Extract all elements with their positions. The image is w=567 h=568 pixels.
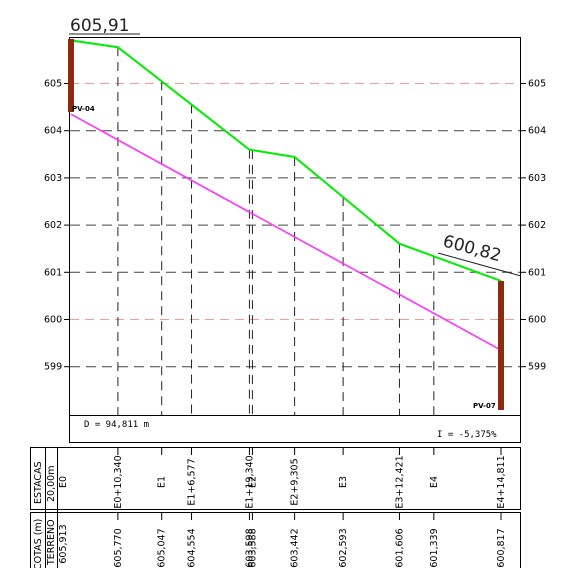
tick-label-right-604: 604 xyxy=(528,126,546,137)
station-elev-group-5: 603,588 xyxy=(247,528,258,567)
tick-label-right-602: 602 xyxy=(528,220,546,231)
estacas-header: ESTACAS xyxy=(33,461,44,504)
terrain-point-3 xyxy=(190,103,193,106)
end-elevation-label: 600,82 xyxy=(441,232,504,267)
tick-label-left-601: 601 xyxy=(44,267,62,278)
station-name-3: E1+6,577 xyxy=(187,458,198,505)
tick-label-left-604: 604 xyxy=(44,126,62,137)
station-elev-group-2: 605,047 xyxy=(157,528,168,567)
terrain-point-2 xyxy=(160,80,163,83)
profile-frame xyxy=(69,37,521,443)
station-name-group-10: E4+14,811 xyxy=(496,455,507,508)
station-elev-0: 605,913 xyxy=(58,524,69,563)
profile-series xyxy=(70,39,502,351)
station-name-group-2: E1 xyxy=(157,476,168,488)
terrain-point-6 xyxy=(293,156,296,158)
terrain-point-7 xyxy=(342,196,344,198)
station-name-group-7: E3 xyxy=(338,476,349,488)
station-name-0: E0 xyxy=(58,476,69,488)
station-name-8: E3+12,421 xyxy=(394,455,405,508)
terrain-line xyxy=(70,39,502,282)
start-elevation-label: 605,91 xyxy=(70,16,129,36)
tick-label-left-599: 599 xyxy=(44,362,62,373)
station-name-group-0: E0 xyxy=(58,476,69,488)
slope-label: I = -5,375% xyxy=(437,430,497,440)
table-cotas-box xyxy=(30,512,521,568)
terreno-header: TERRENO xyxy=(46,519,57,566)
elevation-ticks-left: 605 604 603 602 601 600 599 xyxy=(44,79,70,373)
elevation-ticks-right: 605 604 603 602 601 600 599 xyxy=(520,79,546,373)
station-elev-group-6: 603,442 xyxy=(290,528,301,567)
station-elev-group-10: 600,817 xyxy=(496,528,507,567)
tick-label-left-602: 602 xyxy=(44,220,62,231)
station-elev-group-4: 603,598 xyxy=(244,528,255,567)
station-name-1: E0+10,340 xyxy=(113,455,124,508)
station-elev-group-8: 601,606 xyxy=(394,528,405,567)
station-elev-1: 605,770 xyxy=(113,528,124,567)
station-name-6: E2+9,305 xyxy=(290,458,301,505)
station-elev-group-9: 601,339 xyxy=(429,528,440,567)
terrain-point-1 xyxy=(117,46,119,48)
estacas-spacing: 20,00m xyxy=(46,466,57,502)
station-elev-group-7: 602,593 xyxy=(338,528,349,567)
grade-line xyxy=(70,113,502,351)
end-elevation-leader xyxy=(437,252,522,277)
station-elev-group-1: 605,770 xyxy=(113,528,124,567)
distance-label: D = 94,811 m xyxy=(84,420,149,430)
tick-label-left-600: 600 xyxy=(44,315,62,326)
pv-left-bar xyxy=(68,39,74,112)
station-elev-5: 603,588 xyxy=(247,528,258,567)
station-name-group-4: E1+19,340 xyxy=(244,455,255,508)
tick-label-right-603: 603 xyxy=(528,173,546,184)
station-elev-6: 603,442 xyxy=(290,528,301,567)
tick-label-left-605: 605 xyxy=(44,79,62,90)
station-elev-4: 603,598 xyxy=(244,528,255,567)
terrain-point-9 xyxy=(433,255,435,258)
tick-label-right-605: 605 xyxy=(528,79,546,90)
station-elev-9: 601,339 xyxy=(429,528,440,567)
terrain-point-5 xyxy=(251,149,254,151)
station-name-5: E2 xyxy=(247,476,258,488)
tick-label-right-599: 599 xyxy=(528,362,546,373)
tick-label-right-601: 601 xyxy=(528,267,546,278)
station-elev-10: 600,817 xyxy=(496,528,507,567)
station-elev-8: 601,606 xyxy=(394,528,405,567)
pv-right-label: PV-07 xyxy=(473,402,496,410)
terrain-point-4 xyxy=(248,148,251,151)
station-elev-group-0: 605,913 xyxy=(58,524,69,563)
station-elev-3: 604,554 xyxy=(187,528,198,567)
station-elev-group-3: 604,554 xyxy=(187,528,198,567)
station-name-9: E4 xyxy=(429,476,440,488)
terrain-point-8 xyxy=(398,242,401,245)
station-name-group-1: E0+10,340 xyxy=(113,455,124,508)
station-name-group-9: E4 xyxy=(429,476,440,488)
tick-label-left-603: 603 xyxy=(44,173,62,184)
pv-left-label: PV-04 xyxy=(72,105,95,113)
station-elev-7: 602,593 xyxy=(338,528,349,567)
station-name-group-5: E2 xyxy=(247,476,258,488)
station-name-4: E1+19,340 xyxy=(244,455,255,508)
station-verticals xyxy=(117,47,435,415)
cotas-header: COTAS (m) xyxy=(33,519,44,568)
station-name-group-3: E1+6,577 xyxy=(187,458,198,505)
station-name-group-6: E2+9,305 xyxy=(290,458,301,505)
station-name-10: E4+14,811 xyxy=(496,455,507,508)
station-table-labels: E0 605,913 E0+10,340 605,770 E1 605,047 E1+6,5… xyxy=(58,447,507,568)
pv-right-bar xyxy=(498,281,504,410)
station-elev-2: 605,047 xyxy=(157,528,168,567)
station-name-2: E1 xyxy=(157,476,168,488)
tick-label-right-600: 600 xyxy=(528,315,546,326)
station-name-group-8: E3+12,421 xyxy=(394,455,405,508)
table-estacas-box xyxy=(30,447,521,510)
station-name-7: E3 xyxy=(338,476,349,488)
